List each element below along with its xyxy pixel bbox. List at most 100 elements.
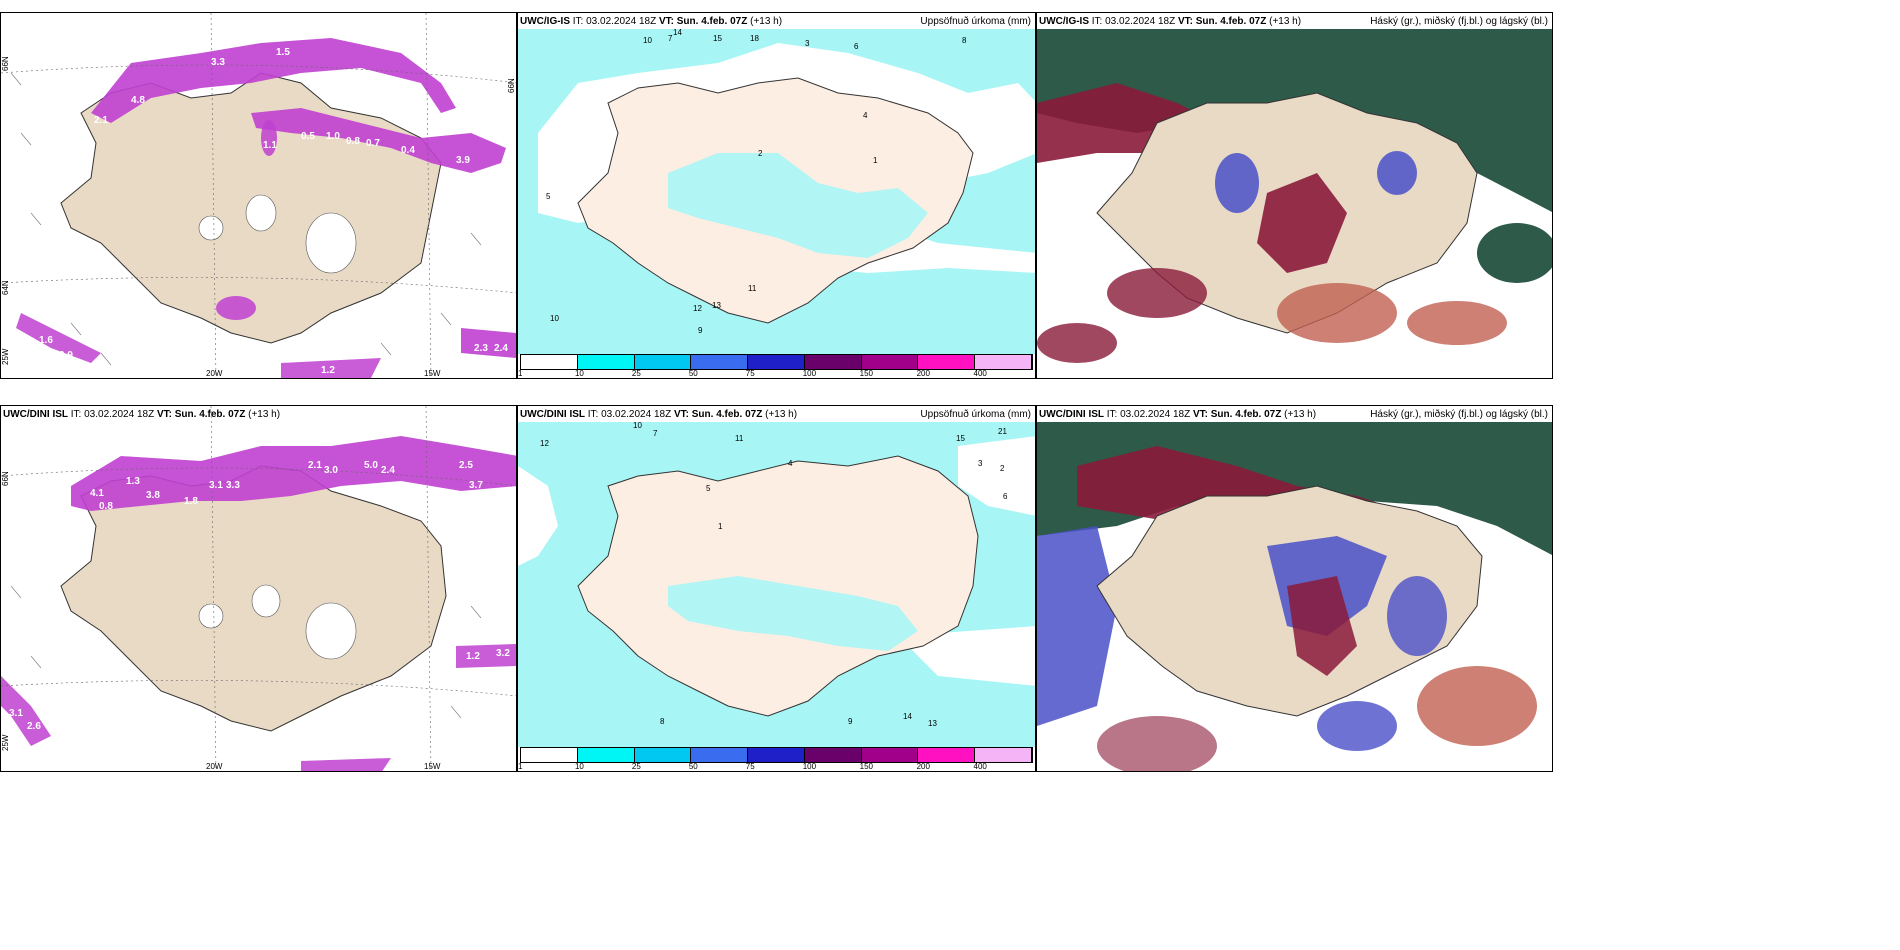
precip-value: 12 (540, 439, 549, 448)
precip-value: 10 (633, 421, 642, 430)
valid-time: VT: Sun. 4.feb. 07Z (673, 409, 763, 420)
panel-header: UWC/DINI ISL IT: 03.02.2024 18Z VT: Sun.… (520, 409, 797, 420)
precip-value: 5 (706, 484, 711, 493)
precip-value: 8 (962, 36, 967, 45)
colorbar-tick: 25 (631, 762, 641, 771)
model-label: UWC/DINI ISL (1039, 409, 1104, 420)
lat-label: 66N (507, 78, 516, 93)
precip-value: 9 (698, 326, 703, 335)
snow-value: 1.1 (263, 140, 277, 151)
precip-value: 21 (998, 427, 1007, 436)
snow-value: 1.2 (321, 365, 335, 376)
precip-values-top: 7 10 14 15 18 3 6 8 5 4 2 1 9 13 12 11 1… (546, 28, 967, 335)
colorbar-tick: 100 (802, 369, 817, 378)
colorbar-tick: 50 (688, 762, 698, 771)
precip-value: 6 (854, 42, 859, 51)
colorbar-tick: 25 (631, 369, 641, 378)
panel-header: UWC/DINI ISL IT: 03.02.2024 18Z VT: Sun.… (1039, 409, 1316, 420)
precip-value: 13 (712, 301, 721, 310)
snow-value: 3.1 (209, 480, 223, 491)
snow-value: 1.8 (184, 496, 198, 507)
precip-value: 18 (750, 34, 759, 43)
snow-value: 1.3 (126, 476, 140, 487)
precip-map-bottom: 10 7 11 12 3 2 1 5 6 4 8 9 14 13 15 21 (518, 421, 1035, 747)
snow-map-top: 1.5 3.3 1.0 0.8 0.7 0.4 1.6 4.8 2.1 3.9 … (1, 13, 516, 378)
lead-time: (+13 h) (1269, 16, 1302, 27)
colorbar-tick: 200 (916, 762, 930, 771)
snow-value: 4.8 (131, 95, 145, 106)
colorbar-tick: 1 (518, 369, 523, 378)
cloud-map-top (1037, 29, 1552, 378)
precip-value: 7 (653, 429, 658, 438)
lat-label: 66N (1, 56, 10, 71)
precip-value: 1 (718, 522, 723, 531)
snow-values-top: 1.5 3.3 1.0 0.8 0.7 0.4 1.6 4.8 2.1 3.9 … (39, 47, 508, 376)
colorbar-tick: 150 (859, 369, 874, 378)
snow-value: 3.3 (211, 57, 225, 68)
model-label: UWC/IG-IS (520, 16, 570, 27)
snow-value: 3.7 (469, 480, 483, 491)
precip-value: 13 (928, 719, 937, 728)
precip-value: 4 (863, 111, 868, 120)
lon-label: 15W (424, 369, 441, 378)
precip-colorbar (520, 354, 1033, 370)
snow-value: 0.9 (59, 350, 73, 361)
snow-value: 2.1 (308, 460, 322, 471)
snow-value: 3.3 (226, 480, 240, 491)
snow-value: 0.8 (99, 501, 113, 512)
panel-top-left-snow-map: 1.5 3.3 1.0 0.8 0.7 0.4 1.6 4.8 2.1 3.9 … (0, 12, 517, 379)
precip-value: 10 (550, 314, 559, 323)
lon-label: 25W (1, 734, 10, 751)
snow-value: 2.1 (94, 115, 108, 126)
snow-value: 3.0 (324, 465, 338, 476)
precip-value: 9 (848, 717, 853, 726)
snow-value: 0.8 (346, 136, 360, 147)
colorbar-tick: 10 (574, 369, 584, 378)
precip-value: 8 (660, 717, 665, 726)
precip-value: 14 (673, 28, 682, 37)
precip-map-top: 7 10 14 15 18 3 6 8 5 4 2 1 9 13 12 11 1… (518, 28, 1035, 354)
colorbar-tick: 150 (859, 762, 874, 771)
colorbar-tick: 10 (574, 762, 584, 771)
snow-value: 1.0 (326, 131, 340, 142)
snow-value: 2.6 (27, 721, 41, 732)
colorbar-ticks: 1 10 25 50 75 100 150 200 400 (518, 369, 1033, 378)
colorbar-tick: 1 (518, 762, 523, 771)
panel-header: UWC/IG-IS IT: 03.02.2024 18Z VT: Sun. 4.… (520, 16, 782, 27)
snow-value: 3.8 (146, 490, 160, 501)
snow-value: 1.6 (489, 130, 503, 141)
snow-value: 3.2 (496, 648, 510, 659)
init-time: IT: 03.02.2024 18Z (587, 409, 672, 420)
model-label: UWC/DINI ISL (3, 409, 68, 420)
snow-band-north (71, 436, 516, 511)
lead-time: (+13 h) (1284, 409, 1317, 420)
lead-time: (+13 h) (750, 16, 783, 27)
snow-value: 0.4 (401, 145, 415, 156)
valid-time: VT: Sun. 4.feb. 07Z (1177, 16, 1267, 27)
snow-value: 2.5 (459, 460, 473, 471)
snow-value: 1.5 (276, 47, 290, 58)
precip-value: 6 (1003, 492, 1008, 501)
cloud-title: Háský (gr.), miðský (fj.bl.) og lágský (… (1370, 409, 1548, 420)
snow-value: 1.2 (466, 651, 480, 662)
panel-top-right-clouds: UWC/IG-IS IT: 03.02.2024 18Z VT: Sun. 4.… (1036, 12, 1553, 379)
panel-top-mid-precip: UWC/IG-IS IT: 03.02.2024 18Z VT: Sun. 4.… (517, 12, 1036, 379)
precip-value: 2 (1000, 464, 1005, 473)
precip-value: 1 (873, 156, 878, 165)
cloud-map-bottom (1037, 422, 1552, 771)
lon-label: 20W (206, 762, 223, 771)
precip-title: Uppsöfnuð úrkoma (mm) (920, 409, 1031, 420)
colorbar-tick: 75 (745, 762, 755, 771)
snow-value: 3.9 (456, 155, 470, 166)
colorbar-tick: 100 (802, 762, 817, 771)
valid-time: VT: Sun. 4.feb. 07Z (156, 409, 246, 420)
precip-value: 4 (788, 459, 793, 468)
precip-value: 3 (978, 459, 983, 468)
precip-value: 12 (693, 304, 702, 313)
snow-value: 0.5 (301, 131, 315, 142)
snow-value: 4.1 (90, 488, 104, 499)
lon-label: 25W (1, 348, 10, 365)
colorbar-tick: 400 (973, 762, 987, 771)
snow-value: 2.3 (474, 343, 488, 354)
colorbar-tick: 50 (688, 369, 698, 378)
